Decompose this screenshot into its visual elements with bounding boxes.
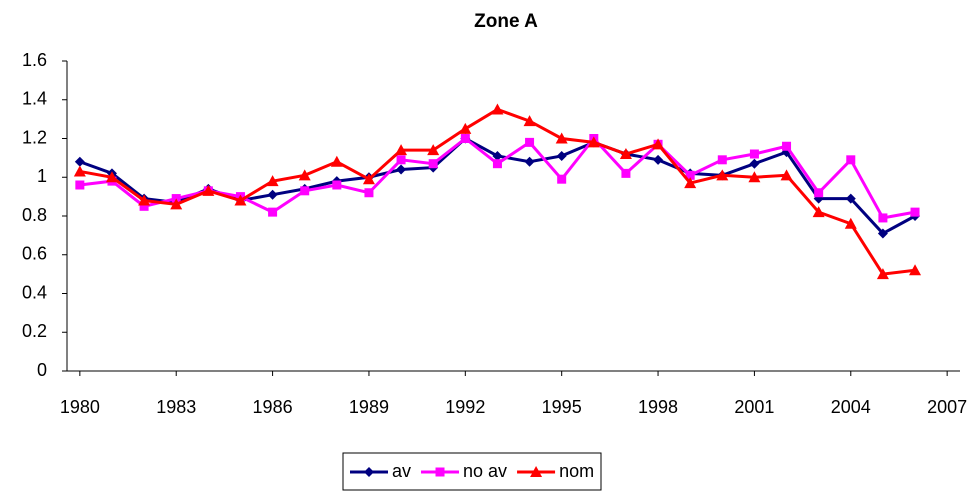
legend-label: av bbox=[392, 461, 411, 481]
y-tick-label: 0.4 bbox=[22, 282, 47, 302]
marker bbox=[74, 156, 85, 167]
x-tick-label: 2004 bbox=[831, 397, 871, 417]
marker bbox=[491, 103, 504, 115]
legend-label: nom bbox=[559, 461, 594, 481]
marker bbox=[492, 150, 503, 161]
marker bbox=[73, 165, 86, 177]
marker bbox=[812, 206, 825, 218]
marker bbox=[300, 186, 310, 196]
marker bbox=[877, 228, 888, 239]
marker bbox=[268, 207, 278, 217]
marker bbox=[396, 155, 406, 165]
marker bbox=[845, 193, 856, 204]
x-tick-label: 1998 bbox=[638, 397, 678, 417]
x-tick-label: 1986 bbox=[253, 397, 293, 417]
x-tick-label: 2001 bbox=[734, 397, 774, 417]
marker bbox=[844, 217, 857, 229]
marker bbox=[749, 158, 760, 169]
chart-title: Zone A bbox=[474, 11, 538, 32]
marker bbox=[362, 173, 375, 185]
y-tick-label: 0.6 bbox=[22, 244, 47, 264]
x-tick-label: 1995 bbox=[542, 397, 582, 417]
marker bbox=[782, 141, 792, 151]
y-tick-label: 1.6 bbox=[22, 50, 47, 70]
marker bbox=[139, 201, 149, 211]
marker bbox=[557, 174, 567, 184]
x-tick-label: 1980 bbox=[60, 397, 100, 417]
legend-marker bbox=[530, 466, 543, 477]
marker bbox=[75, 180, 85, 190]
y-tick-label: 1.4 bbox=[22, 89, 47, 109]
marker bbox=[202, 184, 215, 196]
y-tick-label: 0 bbox=[37, 360, 47, 380]
legend-label: no av bbox=[463, 461, 507, 481]
marker bbox=[492, 159, 502, 169]
marker bbox=[524, 156, 535, 167]
marker bbox=[556, 150, 567, 161]
marker bbox=[396, 164, 407, 175]
marker bbox=[780, 169, 793, 181]
legend-marker bbox=[435, 467, 445, 477]
marker bbox=[332, 180, 342, 190]
legend: av no av nom bbox=[342, 452, 602, 491]
marker bbox=[234, 194, 247, 206]
marker bbox=[555, 132, 568, 144]
y-tick-label: 1.2 bbox=[22, 127, 47, 147]
y-tick-label: 0.2 bbox=[22, 321, 47, 341]
marker bbox=[909, 264, 922, 276]
marker bbox=[105, 171, 118, 183]
x-tick-label: 2007 bbox=[927, 397, 967, 417]
marker bbox=[621, 168, 631, 178]
marker bbox=[716, 169, 729, 181]
marker bbox=[878, 213, 888, 223]
marker bbox=[298, 169, 311, 181]
marker bbox=[748, 171, 761, 183]
x-tick-label: 1983 bbox=[156, 397, 196, 417]
marker bbox=[814, 188, 824, 198]
marker bbox=[427, 144, 440, 156]
marker bbox=[684, 177, 697, 189]
marker bbox=[717, 155, 727, 165]
marker bbox=[138, 194, 151, 206]
marker bbox=[587, 136, 600, 148]
marker bbox=[170, 198, 183, 210]
marker bbox=[685, 170, 695, 180]
marker bbox=[619, 148, 632, 159]
marker bbox=[267, 189, 278, 200]
marker bbox=[460, 134, 470, 143]
marker bbox=[459, 122, 472, 134]
legend-marker bbox=[364, 467, 374, 477]
marker bbox=[910, 207, 920, 217]
marker bbox=[428, 159, 438, 169]
marker bbox=[523, 115, 536, 127]
marker bbox=[266, 175, 279, 187]
x-tick-label: 1992 bbox=[445, 397, 485, 417]
marker bbox=[652, 138, 665, 150]
y-tick-label: 1 bbox=[37, 166, 47, 186]
marker bbox=[876, 268, 889, 280]
marker bbox=[364, 188, 374, 198]
marker bbox=[749, 149, 759, 159]
y-tick-label: 0.8 bbox=[22, 205, 47, 225]
marker bbox=[525, 137, 535, 147]
marker bbox=[330, 155, 343, 167]
marker bbox=[846, 155, 856, 165]
x-tick-label: 1989 bbox=[349, 397, 389, 417]
marker bbox=[395, 144, 408, 156]
marker bbox=[653, 154, 664, 165]
